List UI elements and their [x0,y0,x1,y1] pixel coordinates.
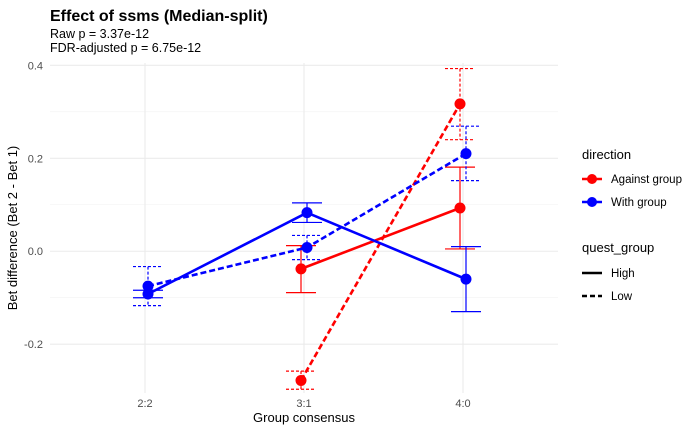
data-point [142,288,154,300]
x-tick-label: 3:1 [296,398,311,410]
x-axis-label: Group consensus [253,410,355,425]
data-point [301,207,313,219]
data-point [142,280,154,292]
chart-subtitle-line-2: FDR-adjusted p = 6.75e-12 [50,41,201,55]
x-tick-label: 4:0 [455,398,470,410]
legend-label-with-group: With group [611,197,667,209]
y-tick-label: 0.0 [28,246,43,258]
series-layer [133,67,481,390]
x-axis-ticks: 2:2 3:1 4:0 [137,398,470,410]
legend-title-direction: direction [582,147,631,162]
data-point [460,148,472,160]
series-line [299,103,462,382]
y-tick-label: -0.2 [24,339,43,351]
chart-subtitle-line-1: Raw p = 3.37e-12 [50,27,149,41]
series-line [300,206,461,271]
y-tick-label: 0.4 [28,60,43,72]
y-axis-ticks: -0.2 0.0 0.2 0.4 [24,60,43,351]
legend: direction Against group With group quest… [582,147,682,303]
data-point [295,374,307,386]
data-point [454,202,466,214]
y-axis-label: Bet difference (Bet 2 - Bet 1) [5,146,20,311]
plot-grid [50,63,558,393]
legend-label-high: High [611,268,635,280]
legend-label-low: Low [611,291,633,303]
legend-key-with-group-dot [587,197,597,207]
chart-title: Effect of ssms (Median-split) [50,8,268,25]
x-tick-label: 2:2 [137,398,152,410]
data-point [295,263,307,275]
data-point [460,273,472,285]
legend-title-quest-group: quest_group [582,240,654,255]
data-point [454,98,466,110]
legend-key-against-group-dot [587,174,597,184]
y-tick-label: 0.2 [28,153,43,165]
data-point [301,242,313,254]
legend-label-against-group: Against group [611,174,682,186]
